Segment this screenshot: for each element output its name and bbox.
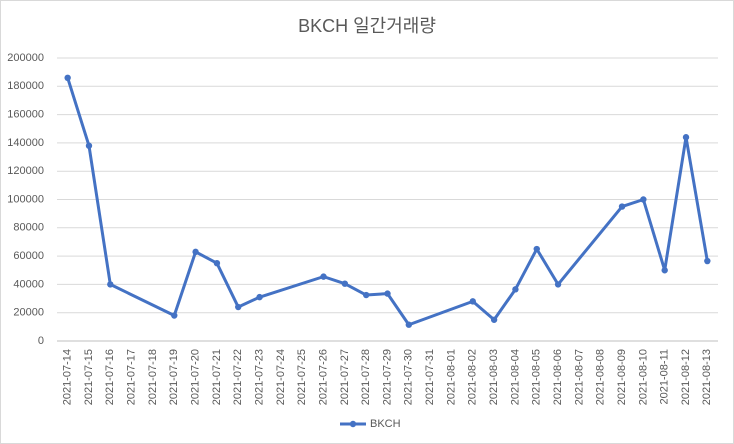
chart-title: BKCH 일간거래량: [298, 16, 436, 36]
y-tick-label: 80000: [13, 222, 44, 234]
x-tick-label: 2021-07-22: [232, 349, 244, 405]
x-tick-label: 2021-07-26: [317, 349, 329, 405]
legend-marker: [349, 420, 357, 428]
y-tick-label: 60000: [13, 250, 44, 262]
x-tick-label: 2021-08-03: [488, 349, 500, 405]
data-point: [533, 245, 540, 253]
data-point: [469, 298, 476, 305]
x-tick-label: 2021-07-16: [104, 349, 116, 405]
data-point: [171, 312, 178, 319]
y-tick-label: 0: [38, 335, 44, 347]
data-point: [64, 74, 71, 82]
x-tick-label: 2021-08-13: [701, 349, 713, 405]
y-tick-label: 20000: [13, 307, 44, 319]
x-tick-label: 2021-07-18: [147, 349, 159, 405]
x-tick-label: 2021-07-28: [360, 349, 372, 405]
data-point: [341, 280, 349, 287]
y-tick-label: 180000: [7, 80, 44, 92]
data-point: [490, 316, 498, 323]
y-tick-label: 40000: [13, 278, 44, 290]
x-tick-label: 2021-07-15: [83, 349, 95, 405]
data-point: [192, 248, 199, 256]
x-tick-label: 2021-07-31: [424, 349, 436, 405]
data-point: [107, 281, 114, 288]
x-tick-label: 2021-08-02: [467, 349, 479, 405]
x-tick-label: 2021-07-29: [381, 349, 393, 405]
data-point: [213, 259, 221, 267]
data-point: [704, 257, 711, 265]
y-tick-label: 200000: [7, 52, 44, 64]
x-tick-label: 2021-08-11: [659, 349, 671, 404]
x-tick-label: 2021-08-09: [616, 349, 628, 405]
x-tick-label: 2021-08-07: [573, 349, 585, 405]
y-tick-label: 100000: [7, 193, 44, 205]
x-tick-label: 2021-07-25: [296, 349, 308, 405]
legend-label: BKCH: [370, 418, 401, 430]
data-point: [640, 196, 647, 203]
x-tick-label: 2021-08-10: [637, 349, 649, 405]
x-tick-label: 2021-07-20: [190, 349, 202, 405]
data-point: [661, 267, 668, 274]
y-tick-label: 140000: [7, 137, 44, 149]
x-tick-label: 2021-07-19: [168, 349, 180, 405]
x-tick-label: 2021-07-14: [62, 349, 74, 405]
data-point: [362, 291, 370, 299]
x-tick-label: 2021-08-12: [680, 349, 692, 405]
data-point: [682, 134, 690, 141]
x-tick-label: 2021-08-06: [552, 349, 564, 405]
x-tick-label: 2021-08-08: [595, 349, 607, 405]
x-tick-label: 2021-08-04: [509, 349, 521, 405]
data-point: [405, 321, 413, 328]
y-tick-label: 120000: [7, 165, 44, 177]
data-point: [235, 303, 242, 311]
data-point: [512, 286, 519, 293]
data-point: [85, 142, 93, 149]
data-point: [320, 273, 327, 280]
x-tick-label: 2021-07-23: [253, 349, 265, 405]
data-point: [554, 281, 562, 288]
data-point: [384, 290, 391, 297]
x-tick-label: 2021-08-01: [445, 349, 457, 405]
x-tick-label: 2021-07-27: [339, 349, 351, 405]
x-tick-label: 2021-08-05: [531, 349, 543, 405]
x-tick-label: 2021-07-30: [403, 349, 415, 405]
data-point: [256, 293, 263, 301]
data-point: [618, 203, 626, 210]
x-tick-label: 2021-07-17: [126, 349, 138, 405]
x-tick-label: 2021-07-24: [275, 349, 287, 405]
y-tick-label: 160000: [7, 109, 44, 121]
x-tick-label: 2021-07-21: [211, 349, 223, 405]
